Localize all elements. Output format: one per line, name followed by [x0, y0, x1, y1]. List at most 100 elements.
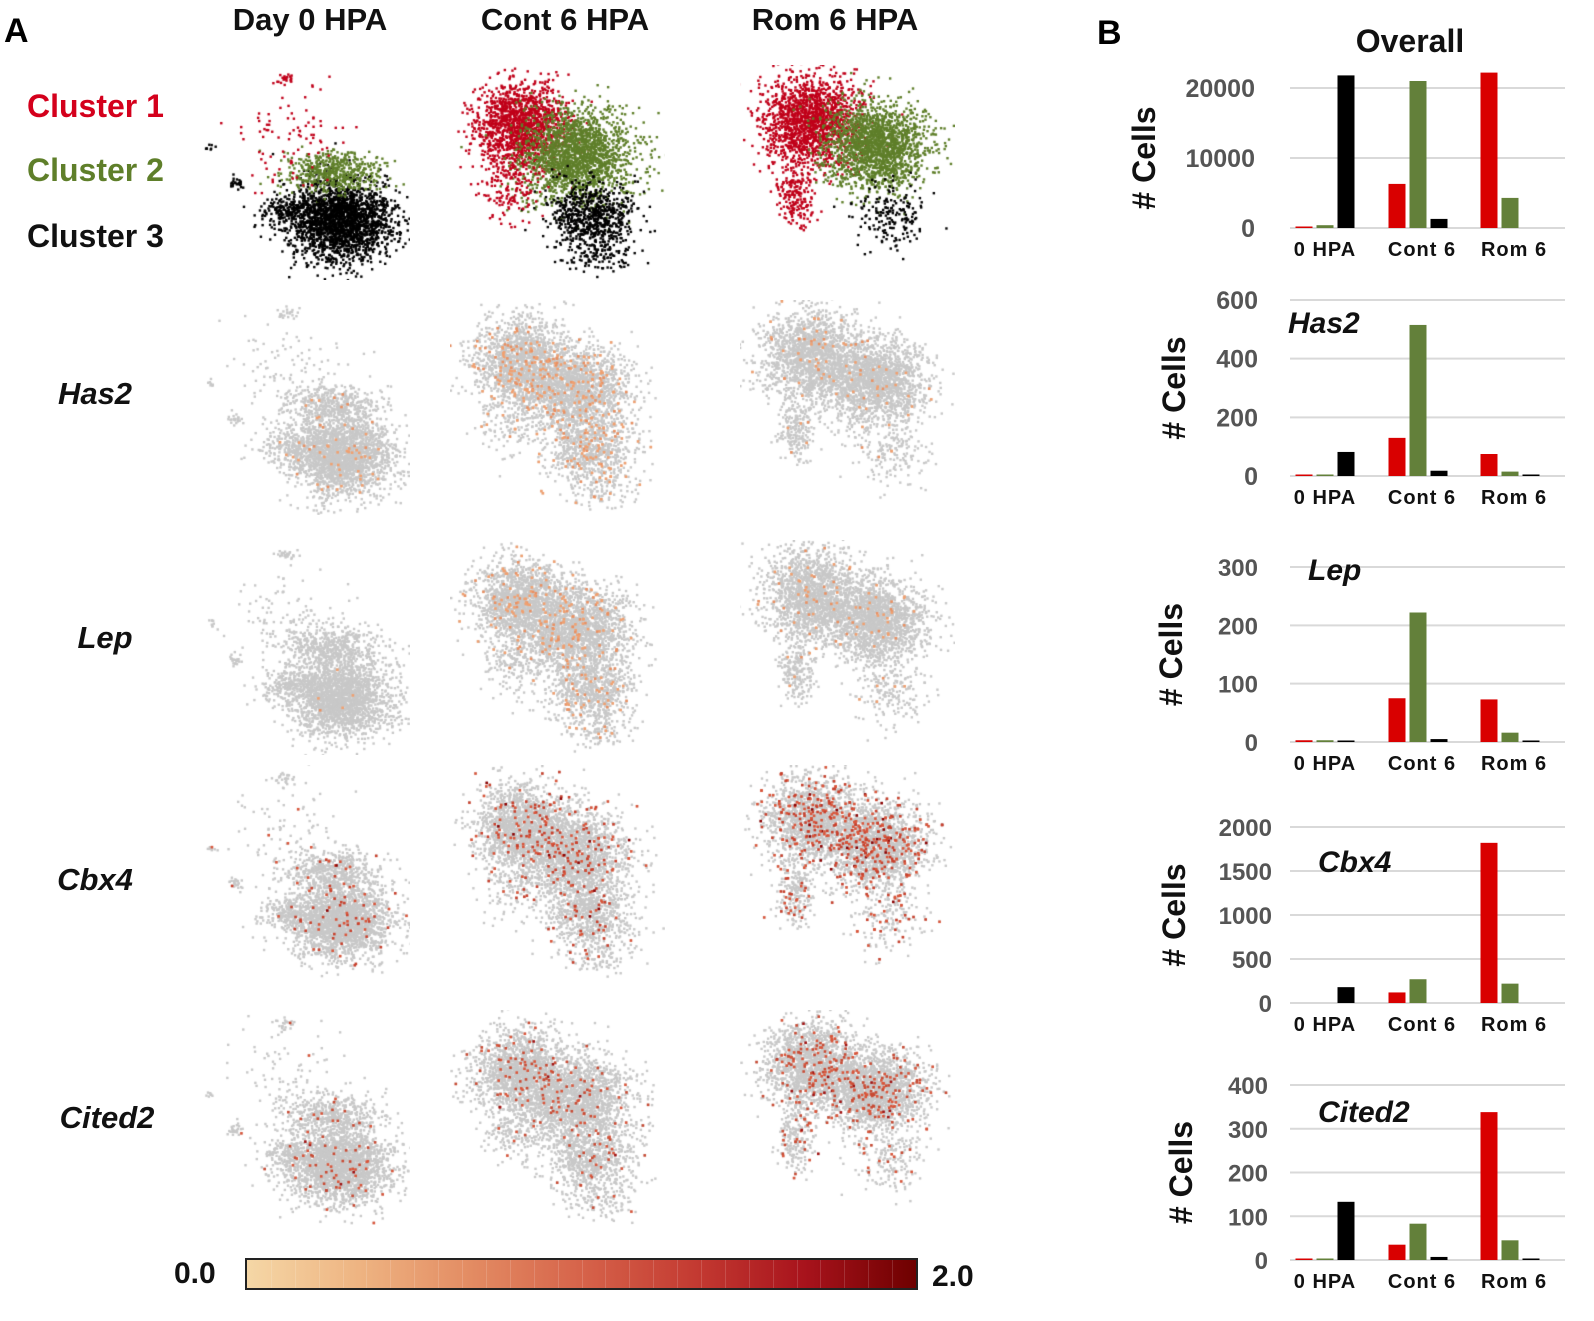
x-tick-label: 0 HPA: [1294, 1271, 1356, 1293]
umap-clusters-cont6: [450, 65, 665, 280]
y-tick-label: 1500: [1219, 859, 1272, 886]
umap-lep-day0: [195, 540, 410, 755]
x-tick-label: Rom 6: [1481, 487, 1547, 509]
umap-clusters-day0: [195, 65, 410, 280]
bar-cluster-3: [1522, 474, 1540, 476]
column-title-day0: Day 0 HPA: [232, 2, 388, 37]
bar-cluster-1: [1480, 699, 1498, 742]
x-tick-label: Cont 6: [1388, 1014, 1456, 1036]
bar-cluster-3: [1337, 75, 1355, 229]
y-tick-label: 300: [1228, 1117, 1268, 1144]
bar-cluster-2: [1409, 979, 1427, 1003]
y-tick-label: 400: [1216, 346, 1258, 374]
bar-cluster-1: [1388, 1244, 1406, 1260]
bar-cluster-1: [1480, 842, 1498, 1003]
bar-cluster-3: [1337, 740, 1355, 742]
bar-cluster-2: [1316, 1258, 1334, 1260]
chart-title: Overall: [1356, 23, 1465, 59]
x-tick-label: 0 HPA: [1294, 239, 1356, 261]
y-tick-label: 0: [1245, 730, 1258, 757]
y-tick-label: 0: [1244, 463, 1258, 491]
y-tick-label: 300: [1218, 555, 1258, 582]
y-axis-label: # Cells: [1126, 106, 1162, 209]
y-tick-label: 0: [1255, 1248, 1268, 1275]
x-tick-label: Cont 6: [1388, 753, 1456, 775]
y-axis-label: # Cells: [1156, 863, 1192, 966]
chart-title: Cbx4: [1318, 846, 1392, 879]
umap-lep-cont6: [450, 540, 665, 755]
umap-has2-day0: [195, 300, 410, 515]
bar-cluster-2: [1316, 474, 1334, 476]
y-tick-label: 100: [1228, 1204, 1268, 1231]
umap-has2-cont6: [450, 300, 665, 515]
x-tick-label: Rom 6: [1481, 1014, 1547, 1036]
bar-cluster-3: [1522, 1258, 1540, 1260]
bar-cluster-2: [1409, 324, 1427, 476]
y-tick-label: 20000: [1185, 75, 1255, 103]
bar-cluster-2: [1501, 197, 1519, 228]
bar-cluster-1: [1388, 698, 1406, 742]
expression-colorbar: [245, 1258, 918, 1290]
legend-cluster-1: Cluster 1: [27, 88, 164, 124]
chart-title: Has2: [1288, 307, 1360, 340]
y-tick-label: 0: [1259, 991, 1272, 1018]
panel-b-letter: B: [1097, 14, 1122, 52]
column-title-rom6: Rom 6 HPA: [751, 2, 919, 37]
y-tick-label: 10000: [1185, 145, 1255, 173]
umap-cited2-cont6: [450, 1010, 665, 1225]
y-tick-label: 200: [1228, 1161, 1268, 1188]
y-tick-label: 100: [1218, 672, 1258, 699]
y-tick-label: 200: [1216, 404, 1258, 432]
y-axis-label: # Cells: [1163, 1121, 1199, 1224]
umap-clusters-rom6: [740, 65, 955, 280]
bar-cluster-2: [1501, 732, 1519, 742]
x-tick-label: 0 HPA: [1294, 753, 1356, 775]
bar-cluster-2: [1316, 740, 1334, 742]
x-tick-label: Cont 6: [1388, 1271, 1456, 1293]
bar-cluster-3: [1337, 987, 1355, 1003]
y-axis-label: # Cells: [1156, 336, 1192, 439]
bar-cluster-2: [1316, 225, 1334, 228]
bar-cluster-3: [1430, 739, 1448, 742]
gene-label-lep: Lep: [77, 620, 133, 655]
panel-a-letter: A: [4, 12, 29, 50]
x-tick-label: Cont 6: [1388, 487, 1456, 509]
y-tick-label: 1000: [1219, 903, 1272, 930]
bar-cluster-2: [1409, 81, 1427, 228]
gene-label-has2: Has2: [57, 376, 133, 411]
bar-cluster-2: [1501, 1240, 1519, 1260]
umap-cbx4-cont6: [450, 765, 665, 980]
y-tick-label: 2000: [1219, 815, 1272, 842]
bar-cluster-3: [1430, 1256, 1448, 1260]
y-tick-label: 200: [1218, 613, 1258, 640]
colorbar-max-label: 2.0: [932, 1260, 974, 1293]
bar-cluster-3: [1522, 740, 1540, 742]
legend-cluster-3: Cluster 3: [27, 218, 164, 254]
bar-cluster-3: [1337, 451, 1355, 476]
bar-cluster-1: [1480, 454, 1498, 476]
gene-label-cited2: Cited2: [59, 1100, 155, 1135]
bar-cluster-1: [1295, 226, 1313, 228]
x-tick-label: Rom 6: [1481, 753, 1547, 775]
umap-has2-rom6: [740, 300, 955, 515]
bar-cluster-1: [1480, 1112, 1498, 1260]
bar-cluster-2: [1409, 612, 1427, 742]
umap-lep-rom6: [740, 540, 955, 755]
x-tick-label: Rom 6: [1481, 1271, 1547, 1293]
umap-cbx4-rom6: [740, 765, 955, 980]
bar-cluster-2: [1501, 471, 1519, 476]
umap-cbx4-day0: [195, 765, 410, 980]
x-tick-label: 0 HPA: [1294, 487, 1356, 509]
bar-cluster-3: [1430, 470, 1448, 476]
bar-cluster-1: [1388, 183, 1406, 228]
y-tick-label: 500: [1232, 947, 1272, 974]
bar-cluster-1: [1388, 437, 1406, 476]
bar-cluster-2: [1409, 1223, 1427, 1260]
bar-cluster-1: [1388, 992, 1406, 1003]
bar-cluster-3: [1337, 1201, 1355, 1260]
colorbar-min-label: 0.0: [174, 1257, 216, 1290]
column-title-cont6: Cont 6 HPA: [480, 2, 650, 37]
y-axis-label: # Cells: [1153, 603, 1189, 706]
bar-cluster-1: [1480, 72, 1498, 228]
